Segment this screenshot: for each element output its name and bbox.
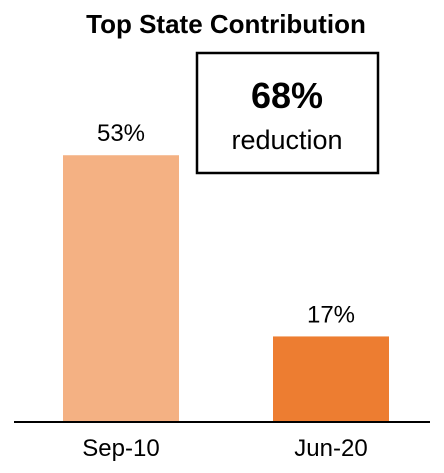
callout-value: 68% xyxy=(251,75,323,116)
bar-series xyxy=(63,155,389,422)
bar-sep-10 xyxy=(63,155,179,422)
x-tick-label-sep-10: Sep-10 xyxy=(82,435,159,462)
x-tick-label-jun-20: Jun-20 xyxy=(294,435,367,462)
data-label-sep-10: 53% xyxy=(97,120,145,147)
reduction-callout: 68% reduction xyxy=(195,51,380,175)
data-labels: 53% 17% xyxy=(97,120,355,328)
chart-title: Top State Contribution xyxy=(86,9,366,39)
callout-text: reduction xyxy=(231,125,342,155)
x-axis-tick-labels: Sep-10 Jun-20 xyxy=(82,435,367,462)
data-label-jun-20: 17% xyxy=(307,301,355,328)
bar-jun-20 xyxy=(273,336,389,422)
callout-box xyxy=(195,51,380,175)
